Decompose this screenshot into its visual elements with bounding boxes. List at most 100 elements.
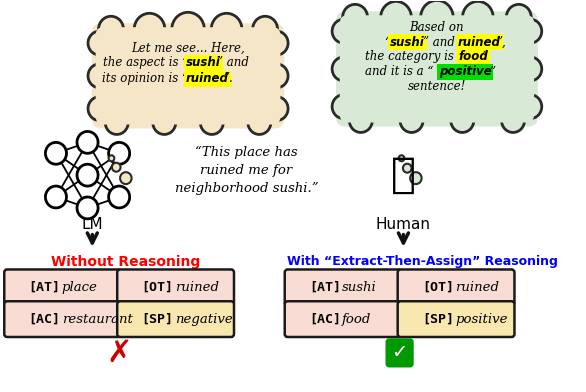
- Text: Let me see... Here,: Let me see... Here,: [131, 42, 245, 54]
- Circle shape: [98, 16, 124, 42]
- Text: sushi: sushi: [342, 281, 377, 294]
- FancyBboxPatch shape: [285, 301, 401, 337]
- Text: the aspect is “: the aspect is “: [103, 56, 188, 69]
- Circle shape: [400, 109, 423, 132]
- Text: sentence!: sentence!: [408, 80, 466, 93]
- Circle shape: [398, 155, 404, 161]
- Circle shape: [108, 142, 130, 164]
- Text: [OT]: [OT]: [142, 281, 173, 294]
- Circle shape: [506, 4, 532, 30]
- FancyBboxPatch shape: [4, 269, 121, 305]
- Circle shape: [502, 109, 524, 132]
- Circle shape: [381, 2, 411, 33]
- FancyBboxPatch shape: [96, 27, 281, 125]
- FancyBboxPatch shape: [117, 301, 234, 337]
- FancyBboxPatch shape: [4, 301, 121, 337]
- Circle shape: [46, 142, 66, 164]
- Circle shape: [421, 0, 453, 34]
- Circle shape: [519, 19, 541, 43]
- FancyBboxPatch shape: [386, 339, 413, 367]
- Circle shape: [462, 2, 493, 33]
- Circle shape: [134, 13, 165, 45]
- Text: sushi: sushi: [186, 56, 221, 69]
- Text: ”.: ”.: [223, 73, 233, 85]
- Circle shape: [332, 57, 355, 81]
- Text: ruined: ruined: [186, 73, 229, 85]
- Text: Human: Human: [376, 217, 431, 232]
- Text: positive: positive: [439, 65, 492, 78]
- Circle shape: [253, 16, 278, 42]
- FancyBboxPatch shape: [398, 301, 515, 337]
- Text: [AT]: [AT]: [29, 281, 61, 294]
- Circle shape: [403, 164, 411, 172]
- Circle shape: [519, 95, 541, 118]
- Text: negative: negative: [175, 313, 233, 326]
- Text: ruined: ruined: [175, 281, 219, 294]
- Text: [SP]: [SP]: [142, 313, 173, 326]
- Circle shape: [248, 111, 271, 134]
- Circle shape: [451, 109, 473, 132]
- Text: With “Extract-Then-Assign” Reasoning: With “Extract-Then-Assign” Reasoning: [287, 255, 558, 268]
- Text: ruined: ruined: [455, 281, 499, 294]
- Text: [AC]: [AC]: [309, 313, 341, 326]
- Circle shape: [77, 164, 98, 186]
- Text: the category is “: the category is “: [365, 51, 464, 64]
- Circle shape: [77, 197, 98, 219]
- Text: and it is a “: and it is a “: [365, 65, 434, 78]
- Circle shape: [410, 172, 421, 184]
- Circle shape: [88, 97, 111, 120]
- Text: food: food: [342, 313, 372, 326]
- Text: LM: LM: [81, 217, 103, 232]
- Circle shape: [332, 95, 355, 118]
- Circle shape: [265, 64, 288, 88]
- Text: [OT]: [OT]: [422, 281, 454, 294]
- Text: ruined: ruined: [458, 36, 501, 49]
- Circle shape: [88, 64, 111, 88]
- Circle shape: [153, 111, 176, 134]
- Circle shape: [112, 163, 121, 172]
- Circle shape: [343, 4, 367, 30]
- Circle shape: [265, 97, 288, 120]
- Text: [AT]: [AT]: [309, 281, 341, 294]
- Text: restaurant: restaurant: [62, 313, 132, 326]
- FancyBboxPatch shape: [398, 269, 515, 305]
- Text: its opinion is “: its opinion is “: [102, 73, 188, 85]
- Circle shape: [77, 131, 98, 153]
- Text: [SP]: [SP]: [422, 313, 454, 326]
- Text: 🤔: 🤔: [391, 154, 416, 196]
- Circle shape: [200, 111, 223, 134]
- Circle shape: [105, 111, 128, 134]
- Text: Based on: Based on: [410, 21, 464, 34]
- Circle shape: [46, 186, 66, 208]
- Circle shape: [349, 109, 372, 132]
- Circle shape: [108, 155, 114, 161]
- Circle shape: [212, 13, 242, 45]
- Text: [AC]: [AC]: [29, 313, 61, 326]
- FancyBboxPatch shape: [285, 269, 401, 305]
- Circle shape: [519, 57, 541, 81]
- Text: ” and: ” and: [217, 56, 248, 69]
- Text: ✓: ✓: [391, 343, 408, 362]
- Text: positive: positive: [455, 313, 507, 326]
- Text: “This place has
ruined me for
neighborhood sushi.”: “This place has ruined me for neighborho…: [175, 145, 318, 195]
- Text: sushi: sushi: [390, 36, 425, 49]
- Circle shape: [332, 19, 355, 43]
- Text: ” and “: ” and “: [423, 36, 464, 49]
- Text: ”: ”: [489, 65, 496, 78]
- FancyBboxPatch shape: [92, 23, 284, 129]
- FancyBboxPatch shape: [340, 15, 534, 123]
- Text: place: place: [62, 281, 98, 294]
- Circle shape: [120, 172, 132, 184]
- Circle shape: [88, 31, 111, 55]
- Text: ”: ”: [481, 51, 487, 64]
- FancyBboxPatch shape: [117, 269, 234, 305]
- Text: food: food: [458, 51, 488, 64]
- Circle shape: [265, 31, 288, 55]
- Circle shape: [172, 12, 205, 46]
- Text: ”,: ”,: [496, 36, 506, 49]
- Text: “: “: [384, 36, 390, 49]
- Circle shape: [108, 186, 130, 208]
- Text: Without Reasoning: Without Reasoning: [51, 254, 200, 269]
- FancyBboxPatch shape: [336, 11, 538, 127]
- Text: ✗: ✗: [107, 338, 132, 367]
